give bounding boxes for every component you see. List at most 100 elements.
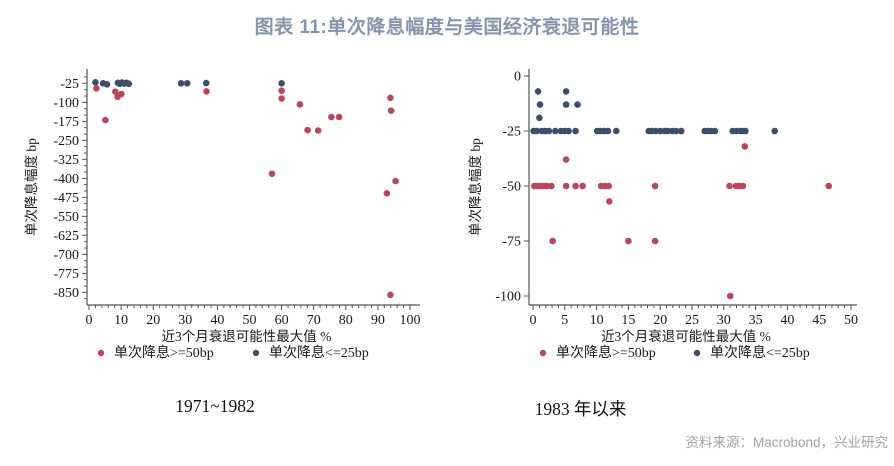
data-point bbox=[711, 127, 719, 135]
x-axis-title: 近3个月衰退可能性最大值 % bbox=[601, 328, 771, 344]
y-tick-label: -325 bbox=[53, 153, 79, 168]
x-tick-label: 50 bbox=[844, 313, 858, 328]
data-point bbox=[392, 177, 399, 185]
x-tick-label: 20 bbox=[653, 313, 667, 328]
data-point bbox=[202, 79, 210, 87]
data-point bbox=[387, 291, 394, 299]
x-tick-label: 70 bbox=[307, 313, 321, 328]
data-point bbox=[177, 80, 185, 87]
data-point bbox=[562, 182, 570, 190]
y-tick-label: -25 bbox=[60, 77, 79, 92]
legend-cut50-marker bbox=[539, 349, 547, 357]
data-point bbox=[278, 87, 285, 94]
x-tick-label: 30 bbox=[717, 313, 731, 328]
x-tick-label: 100 bbox=[400, 313, 421, 328]
scatter-chart-1971-1982: 0 10 20 30 40 50 60 70 80 90 100 -25 -100 -175 -250 -32… bbox=[23, 69, 421, 361]
x-tick-label: 90 bbox=[371, 313, 385, 328]
chart-caption-right: 1983 年以来 bbox=[534, 399, 627, 419]
data-point bbox=[604, 127, 612, 135]
data-point bbox=[726, 182, 733, 190]
data-point bbox=[304, 126, 311, 134]
data-point bbox=[552, 127, 559, 135]
data-point bbox=[103, 81, 111, 88]
data-point bbox=[606, 198, 613, 205]
x-tick-label: 30 bbox=[178, 313, 192, 328]
y-tick-label: -25 bbox=[502, 125, 521, 140]
data-point bbox=[536, 101, 544, 108]
data-point bbox=[278, 95, 285, 102]
legend-cut25-marker bbox=[693, 349, 701, 357]
data-point bbox=[296, 101, 304, 108]
x-tick-label: 45 bbox=[812, 313, 826, 328]
data-point bbox=[536, 114, 543, 122]
x-tick-label: 20 bbox=[146, 313, 160, 328]
x-tick-label: 5 bbox=[561, 313, 568, 328]
y-tick-label: -775 bbox=[53, 267, 79, 282]
data-point bbox=[771, 127, 778, 135]
data-point bbox=[92, 79, 99, 86]
y-axis-title: 单次降息幅度 bp bbox=[23, 138, 39, 236]
data-point bbox=[562, 88, 570, 95]
data-point bbox=[278, 80, 285, 87]
data-point bbox=[825, 182, 832, 190]
data-point bbox=[579, 182, 586, 190]
data-point bbox=[328, 113, 335, 121]
y-tick-label: -175 bbox=[53, 115, 79, 130]
data-point bbox=[533, 127, 541, 135]
legend-cut25-marker bbox=[252, 349, 260, 357]
data-point bbox=[268, 170, 276, 178]
data-point bbox=[112, 88, 119, 95]
legend-cut25-label: 单次降息<=25bp bbox=[269, 344, 369, 361]
data-point bbox=[335, 113, 343, 121]
x-tick-label: 35 bbox=[749, 313, 763, 328]
y-tick-label: -475 bbox=[53, 191, 79, 206]
y-tick-label: 0 bbox=[514, 70, 521, 85]
data-point bbox=[742, 127, 749, 135]
data-point bbox=[677, 127, 685, 135]
data-point bbox=[118, 90, 125, 98]
data-point bbox=[125, 80, 133, 88]
data-point bbox=[613, 127, 620, 135]
x-tick-label: 0 bbox=[530, 313, 537, 328]
data-point bbox=[562, 156, 570, 163]
y-tick-label: -100 bbox=[53, 96, 79, 111]
x-tick-label: 80 bbox=[339, 313, 353, 328]
data-point bbox=[572, 127, 579, 135]
data-point bbox=[625, 237, 632, 245]
data-point bbox=[726, 292, 734, 300]
x-tick-label: 40 bbox=[210, 313, 224, 328]
x-tick-label: 10 bbox=[590, 313, 604, 328]
data-point bbox=[605, 182, 612, 190]
y-axis-title: 单次降息幅度 bp bbox=[467, 138, 483, 236]
data-point bbox=[545, 127, 553, 135]
source-note: 资料来源：Macrobond，兴业研究 bbox=[685, 435, 888, 450]
data-point bbox=[562, 101, 570, 108]
data-point bbox=[565, 127, 572, 135]
legend-cut50-label: 单次降息>=50bp bbox=[114, 344, 214, 361]
data-point bbox=[651, 182, 659, 190]
data-point bbox=[314, 127, 322, 134]
data-point bbox=[534, 88, 542, 95]
y-tick-label: -700 bbox=[53, 248, 79, 263]
x-tick-label: 60 bbox=[275, 313, 289, 328]
legend-cut25-label: 单次降息<=25bp bbox=[710, 344, 810, 361]
legend-cut50-label: 单次降息>=50bp bbox=[556, 344, 656, 361]
x-tick-label: 0 bbox=[86, 313, 93, 328]
data-point bbox=[651, 237, 659, 245]
x-tick-label: 50 bbox=[243, 313, 257, 328]
data-point bbox=[387, 107, 395, 114]
data-point bbox=[548, 182, 555, 190]
data-point bbox=[739, 182, 747, 190]
data-point bbox=[549, 237, 556, 245]
x-tick-label: 40 bbox=[780, 313, 794, 328]
data-point bbox=[383, 190, 391, 197]
data-point bbox=[93, 85, 100, 92]
scatter-chart-since-1983: 0 5 10 15 20 25 30 35 40 45 50 0 -25 -50 -75 -100 近3个月衰退… bbox=[467, 69, 858, 361]
x-axis-title: 近3个月衰退可能性最大值 % bbox=[162, 328, 332, 344]
y-tick-label: -100 bbox=[495, 290, 521, 305]
data-point bbox=[387, 94, 394, 102]
data-point bbox=[203, 88, 210, 95]
y-tick-label: -400 bbox=[53, 172, 79, 187]
x-tick-label: 10 bbox=[114, 313, 128, 328]
